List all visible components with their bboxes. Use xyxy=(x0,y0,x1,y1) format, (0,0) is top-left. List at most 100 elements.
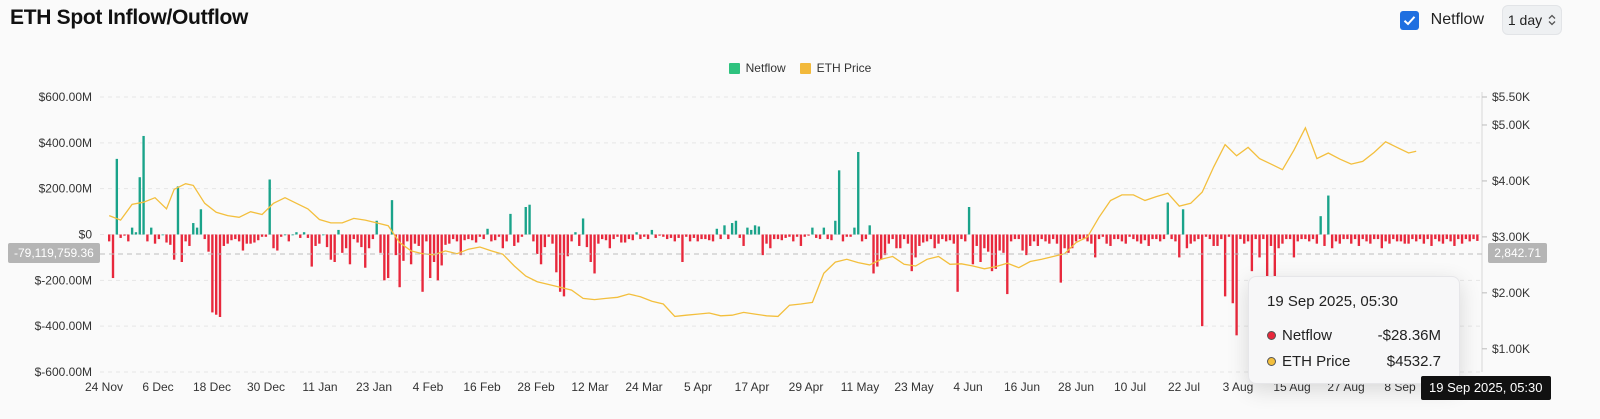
netflow-bar xyxy=(146,234,149,242)
netflow-bar xyxy=(1189,234,1192,244)
netflow-bar xyxy=(1162,234,1166,240)
netflow-bar xyxy=(971,234,975,265)
netflow-bar xyxy=(375,220,378,235)
netflow-bar xyxy=(665,234,669,240)
netflow-bar xyxy=(1338,234,1341,244)
netflow-bar xyxy=(566,234,569,257)
netflow-bar xyxy=(922,234,925,243)
netflow-bar xyxy=(344,234,348,249)
netflow-bar xyxy=(818,234,822,240)
netflow-bar xyxy=(341,234,344,253)
netflow-bar xyxy=(1132,234,1135,240)
y-left-tick-label: $-600.00M xyxy=(35,365,92,379)
netflow-bar xyxy=(429,234,432,279)
x-tick-label: 23 May xyxy=(894,380,933,394)
tooltip-row-netflow: Netflow -$28.36M xyxy=(1267,327,1441,344)
netflow-bar xyxy=(1158,234,1162,242)
netflow-bar xyxy=(669,234,673,238)
netflow-bar xyxy=(1166,202,1169,235)
netflow-bar xyxy=(608,234,612,249)
netflow-bar xyxy=(1147,234,1150,246)
x-tick-label: 24 Mar xyxy=(625,380,662,394)
netflow-bar xyxy=(295,232,298,235)
netflow-bar xyxy=(509,213,512,235)
netflow-bar xyxy=(364,234,367,268)
netflow-bar xyxy=(1101,234,1105,237)
y-right-tick-label: $2.00K xyxy=(1492,286,1530,300)
netflow-bar xyxy=(520,234,524,237)
netflow-bar xyxy=(585,234,589,248)
netflow-bar xyxy=(486,228,489,235)
legend-item-eth-price[interactable]: ETH Price xyxy=(799,61,871,75)
x-tick-label: 11 Jan xyxy=(302,380,337,394)
netflow-bar xyxy=(333,234,336,262)
netflow-bar xyxy=(1476,234,1479,241)
netflow-bar xyxy=(432,234,436,262)
netflow-bar xyxy=(1415,234,1418,242)
netflow-bar xyxy=(1308,234,1311,242)
netflow-bar xyxy=(1376,234,1380,240)
eth-price-line xyxy=(108,126,1417,318)
netflow-bar xyxy=(1063,234,1066,249)
netflow-bar xyxy=(528,204,531,235)
netflow-bar xyxy=(436,234,440,281)
netflow-bar xyxy=(837,170,841,235)
netflow-bar xyxy=(933,234,936,249)
netflow-bar xyxy=(1369,234,1372,244)
netflow-bar xyxy=(750,229,753,235)
netflow-bar xyxy=(879,234,883,260)
netflow-bar xyxy=(994,234,998,269)
netflow-bar xyxy=(1434,234,1437,240)
x-tick-label: 22 Jul xyxy=(1168,380,1200,394)
netflow-bar xyxy=(807,234,810,236)
tooltip-value-netflow: -$28.36M xyxy=(1377,327,1441,344)
netflow-bar xyxy=(230,234,233,241)
netflow-bar xyxy=(784,234,787,238)
netflow-bar xyxy=(1044,234,1047,242)
netflow-bar xyxy=(1365,234,1368,242)
x-tick-label: 28 Feb xyxy=(517,380,555,394)
netflow-bar xyxy=(547,234,550,237)
netflow-bar xyxy=(696,234,699,242)
netflow-bar xyxy=(467,234,470,240)
netflow-bar xyxy=(276,234,279,251)
netflow-bar xyxy=(543,234,547,248)
netflow-bar xyxy=(1399,234,1403,242)
netflow-toggle-label[interactable]: Netflow xyxy=(1430,11,1484,28)
netflow-bar xyxy=(348,234,352,265)
crosshair-left-value: -79,119,759.36 xyxy=(8,243,100,263)
interval-select[interactable]: 1 day xyxy=(1502,5,1562,35)
netflow-bar xyxy=(287,234,290,242)
netflow-bar xyxy=(1246,234,1250,242)
netflow-bar xyxy=(165,234,168,243)
netflow-bar xyxy=(176,186,180,235)
netflow-bar xyxy=(627,234,631,240)
netflow-bar xyxy=(616,234,619,237)
tooltip-dot-netflow xyxy=(1267,331,1276,340)
x-tick-label: 29 Apr xyxy=(789,380,824,394)
chevron-updown-icon xyxy=(1548,14,1556,26)
netflow-bar xyxy=(451,234,455,240)
netflow-bar xyxy=(1460,234,1464,244)
netflow-bar xyxy=(237,234,241,242)
netflow-bar xyxy=(654,234,657,238)
netflow-bar xyxy=(1181,209,1185,235)
netflow-checkbox[interactable] xyxy=(1399,10,1419,30)
netflow-bar xyxy=(646,234,650,240)
y-left-tick-label: $-200.00M xyxy=(35,273,92,287)
legend-item-netflow[interactable]: Netflow xyxy=(728,61,786,75)
netflow-bar xyxy=(360,234,363,248)
netflow-bar xyxy=(421,234,424,292)
netflow-bar xyxy=(1254,234,1257,240)
tooltip-date: 19 Sep 2025, 05:30 xyxy=(1267,293,1398,310)
netflow-bar xyxy=(409,234,413,265)
netflow-bar xyxy=(1273,234,1276,295)
y-left-tick-label: $-400.00M xyxy=(35,319,92,333)
netflow-bar xyxy=(1388,234,1391,244)
netflow-bar xyxy=(581,218,585,235)
netflow-bar xyxy=(937,234,940,244)
netflow-bar xyxy=(371,234,375,240)
netflow-bar xyxy=(746,227,749,235)
netflow-bar xyxy=(952,234,955,244)
